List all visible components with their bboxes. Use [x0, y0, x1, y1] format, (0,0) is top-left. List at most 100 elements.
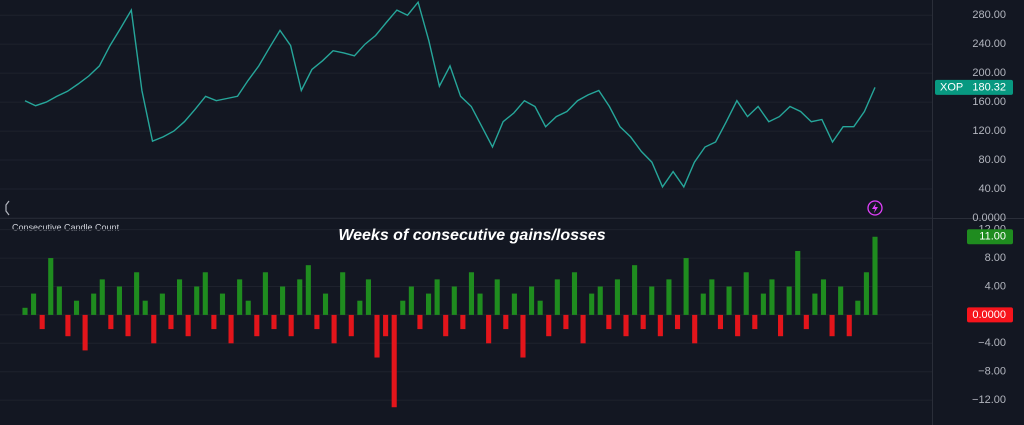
bar	[786, 286, 792, 315]
bar	[22, 307, 28, 315]
y-tick-label: 80.00	[978, 154, 1006, 166]
price-marker	[967, 307, 1013, 323]
y-tick-label: 120.00	[972, 125, 1006, 137]
bar	[855, 300, 861, 315]
bar	[280, 286, 286, 315]
bar	[288, 314, 294, 337]
bar	[185, 314, 191, 337]
bar	[529, 286, 535, 315]
bar	[709, 279, 715, 315]
bar	[632, 265, 638, 315]
alert-icon[interactable]	[867, 200, 883, 216]
y-tick-label: −4.00	[978, 337, 1006, 349]
bar	[563, 314, 569, 330]
bar	[417, 314, 423, 330]
bar	[65, 314, 71, 337]
bar	[202, 272, 208, 315]
alert-circle[interactable]	[867, 200, 883, 216]
bar	[374, 314, 380, 358]
bar	[331, 314, 337, 344]
bar	[778, 314, 784, 337]
marker-label: 0.0000	[972, 309, 1006, 321]
bar	[812, 293, 818, 315]
marker-label: 11.00	[979, 231, 1006, 243]
bar	[760, 293, 766, 315]
bar	[357, 300, 363, 315]
bar	[39, 314, 45, 330]
bar	[580, 314, 586, 344]
y-tick-label: 240.00	[972, 38, 1006, 50]
price-marker	[935, 79, 1013, 95]
bar	[348, 314, 354, 337]
bar	[700, 293, 706, 315]
bar	[872, 236, 878, 315]
bar	[443, 314, 449, 337]
bar	[262, 272, 268, 315]
bar	[245, 300, 251, 315]
bar	[735, 314, 741, 337]
bar	[640, 314, 646, 330]
bar	[683, 258, 689, 315]
bar	[305, 265, 311, 315]
bar	[408, 286, 414, 315]
alert-bolt[interactable]	[872, 203, 878, 213]
bar	[795, 250, 801, 315]
y-tick-label: 160.00	[972, 96, 1006, 108]
bar	[846, 314, 852, 337]
bar	[142, 300, 148, 315]
bar	[365, 279, 371, 315]
bar	[48, 258, 54, 315]
bar	[31, 293, 37, 315]
bar	[168, 314, 174, 330]
bar	[434, 279, 440, 315]
bar	[666, 279, 672, 315]
y-tick-label: 200.00	[972, 67, 1006, 79]
bar	[554, 279, 560, 315]
marker-label: 180.32	[972, 81, 1006, 93]
pane: 0.0000 40.00 80.00 120.00 160.00 200.00 240.00…	[0, 0, 1013, 224]
bar	[829, 314, 835, 337]
bar	[125, 314, 131, 337]
bar	[108, 314, 114, 330]
bar	[571, 272, 578, 315]
bar	[383, 314, 389, 337]
bar	[743, 272, 749, 315]
marker-symbol: XOP	[940, 81, 963, 93]
bar	[99, 279, 105, 315]
bar	[151, 314, 157, 344]
y-tick-label: 4.00	[985, 280, 1006, 292]
bar	[82, 314, 88, 351]
pane-label: Consecutive Candle Count	[12, 222, 120, 232]
bar	[511, 293, 517, 315]
bar	[520, 314, 526, 358]
pane: 12.008.004.000.0000−4.00−8.00−12.0011.00…	[0, 224, 1013, 408]
bar	[322, 293, 329, 315]
bar	[400, 300, 406, 315]
bar	[425, 293, 432, 315]
bar	[91, 293, 97, 315]
price-line	[24, 0, 876, 189]
bar	[73, 300, 80, 315]
bar	[451, 286, 457, 315]
bar	[820, 279, 827, 315]
collapse-icon[interactable]	[5, 200, 10, 216]
y-tick-label: 8.00	[985, 252, 1006, 264]
bar	[271, 314, 277, 330]
bar	[314, 314, 320, 330]
bar	[228, 314, 234, 344]
bar	[863, 272, 869, 315]
bar	[237, 279, 243, 315]
bar	[503, 314, 509, 330]
bar	[254, 314, 260, 337]
bar	[460, 314, 466, 330]
y-tick-label: 40.00	[978, 183, 1006, 195]
bar	[537, 300, 543, 315]
bar	[391, 314, 397, 408]
y-tick-label: −12.00	[972, 394, 1006, 406]
bar	[803, 314, 809, 330]
y-tick-label: 280.00	[972, 9, 1006, 21]
bar	[159, 293, 165, 315]
